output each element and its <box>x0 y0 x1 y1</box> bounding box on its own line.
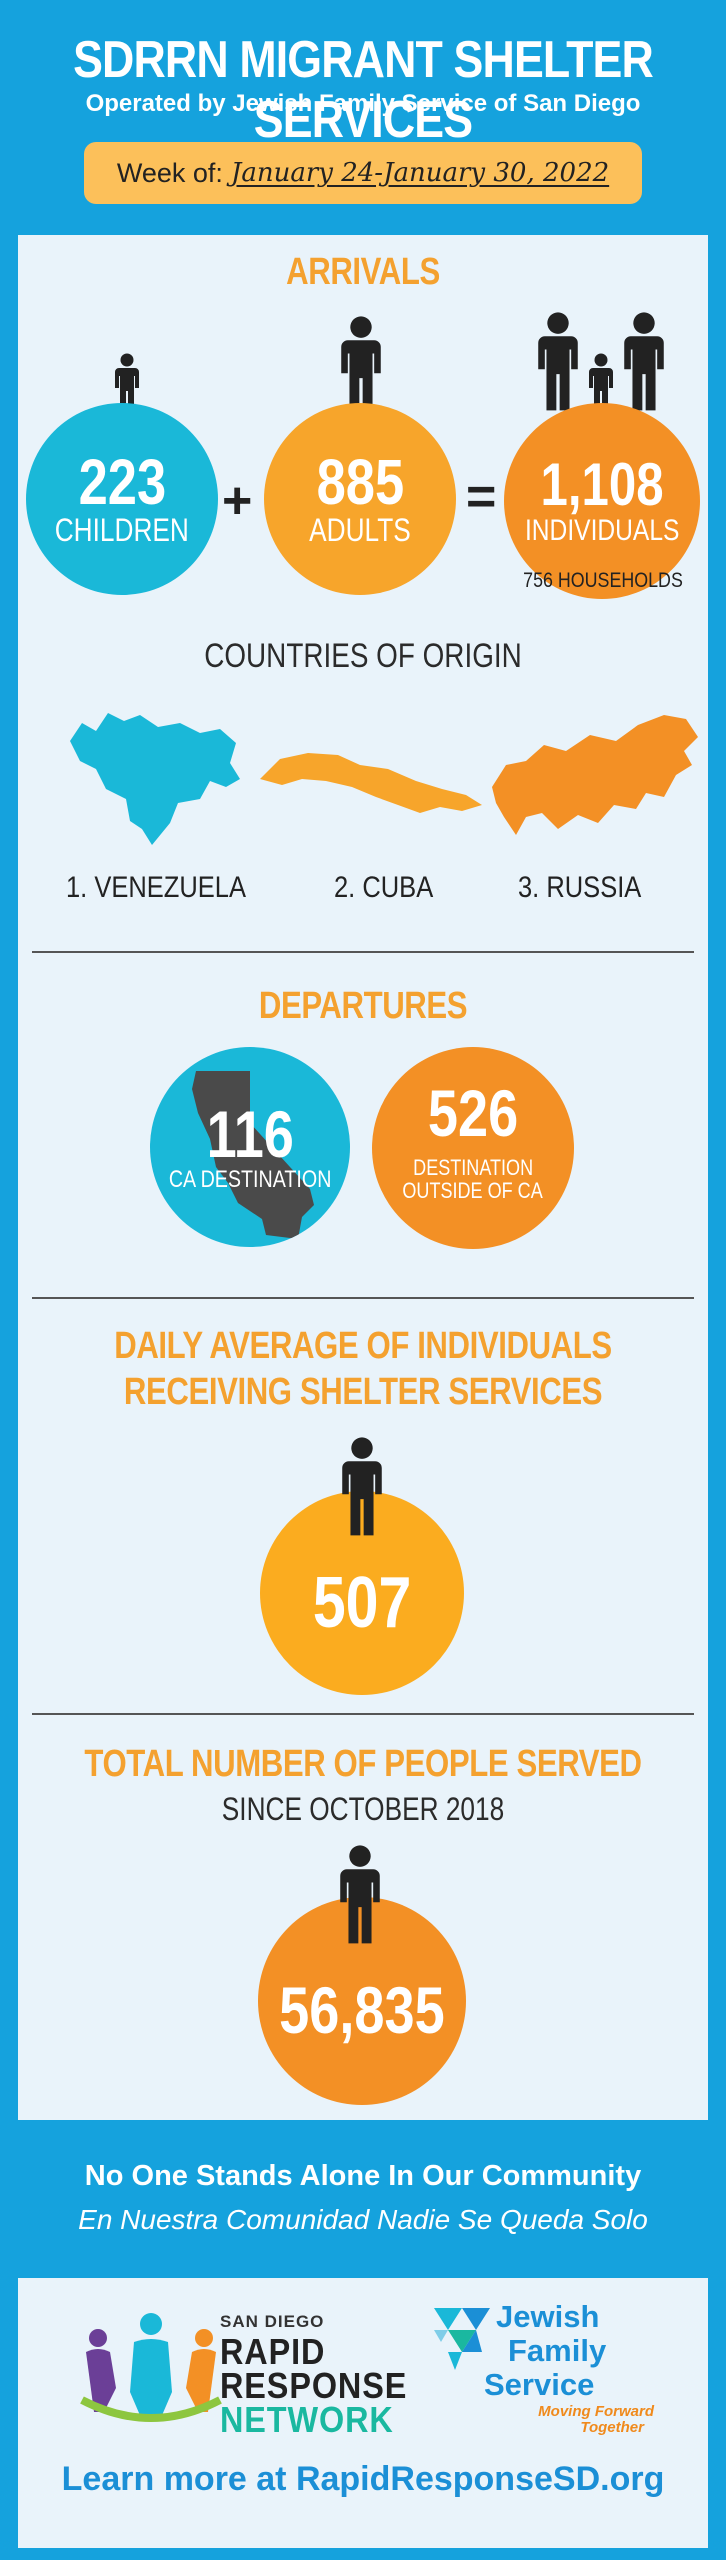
departures-title: DEPARTURES <box>258 985 468 1027</box>
ca-destination-circle: 116 CA DESTINATION <box>150 1047 350 1247</box>
individuals-count: 1,108 <box>540 451 664 519</box>
adult-person-icon <box>341 316 381 415</box>
week-banner: Week of: January 24-January 30, 2022 <box>84 142 642 204</box>
jfs-tagline-line1: Moving Forward <box>538 2403 654 2420</box>
page-title: SDRRN MIGRANT SHELTER SERVICES <box>73 31 654 149</box>
jfs-word-family: Family <box>508 2333 607 2368</box>
daily-average-value: 507 <box>312 1563 412 1643</box>
origin-title: COUNTRIES OF ORIGIN <box>204 637 522 675</box>
ca-count: 116 <box>206 1097 294 1172</box>
jewish-family-service-logo-icon <box>434 2308 490 2370</box>
adults-circle: 885 ADULTS <box>264 403 456 595</box>
households-count: 756 HOUSEHOLDS <box>523 569 683 592</box>
family-adult-left-icon <box>538 312 578 411</box>
plus-sign: + <box>222 472 253 530</box>
individuals-circle: 1,108 INDIVIDUALS <box>504 403 700 599</box>
children-count: 223 <box>78 446 166 519</box>
total-served-value: 56,835 <box>279 1973 445 2047</box>
child-person-icon <box>115 353 139 413</box>
children-circle: 223 CHILDREN <box>26 403 218 595</box>
country-3: 3. RUSSIA <box>518 871 642 904</box>
children-label: CHILDREN <box>54 512 190 549</box>
jfs-word-jewish: Jewish <box>496 2299 600 2334</box>
cuba-map-icon <box>260 753 482 813</box>
rapid-response-network-logo-icon <box>80 2313 222 2422</box>
country-2: 2. CUBA <box>334 871 434 904</box>
total-subtitle: SINCE OCTOBER 2018 <box>221 1791 505 1827</box>
family-adult-right-icon <box>624 312 664 411</box>
rrn-word-rapid: RAPID <box>220 2331 326 2372</box>
russia-map-icon <box>492 715 698 835</box>
outside-label-line1: DESTINATION <box>413 1154 533 1180</box>
daily-title-line2: RECEIVING SHELTER SERVICES <box>123 1371 603 1413</box>
california-map-icon <box>192 1071 314 1239</box>
individuals-label: INDIVIDUALS <box>524 514 680 548</box>
country-1: 1. VENEZUELA <box>66 871 246 904</box>
rrn-city: SAN DIEGO <box>220 2312 325 2331</box>
footer-motto-en: No One Stands Alone In Our Community <box>84 2160 642 2192</box>
equals-sign: = <box>466 468 497 526</box>
learn-more-link[interactable]: Learn more at RapidResponseSD.org <box>61 2460 665 2498</box>
total-title: TOTAL NUMBER OF PEOPLE SERVED <box>84 1743 642 1785</box>
daily-average-circle: 507 <box>260 1491 464 1695</box>
divider-3 <box>32 1713 694 1715</box>
week-label: Week of: <box>116 157 223 188</box>
logos-panel: SAN DIEGO RAPID RESPONSE NETWORK Jewish … <box>18 2278 708 2548</box>
jfs-word-service: Service <box>484 2367 595 2402</box>
outside-ca-circle: 526 DESTINATION OUTSIDE OF CA <box>372 1047 574 1249</box>
daily-title-line1: DAILY AVERAGE OF INDIVIDUALS <box>114 1325 612 1367</box>
arrivals-title: ARRIVALS <box>286 251 440 293</box>
main-panel: ARRIVALS 223 CHILDREN + 885 ADULTS = 1,1… <box>18 235 708 2120</box>
jfs-tagline-line2: Together <box>580 2419 644 2436</box>
divider-2 <box>32 1297 694 1299</box>
outside-count: 526 <box>427 1075 519 1150</box>
adults-label: ADULTS <box>309 512 411 549</box>
adults-count: 885 <box>316 446 404 519</box>
venezuela-map-icon <box>70 713 240 845</box>
daily-person-icon <box>342 1437 382 1536</box>
footer-motto-es: En Nuestra Comunidad Nadie Se Queda Solo <box>78 2204 648 2235</box>
divider-1 <box>32 951 694 953</box>
ca-label: CA DESTINATION <box>168 1166 332 1194</box>
outside-label-line2: OUTSIDE OF CA <box>402 1178 544 1203</box>
rrn-word-network: NETWORK <box>220 2399 394 2440</box>
week-dates: January 24-January 30, 2022 <box>230 158 610 188</box>
page-subtitle: Operated by Jewish Family Service of San… <box>85 90 641 117</box>
family-child-icon <box>589 353 613 413</box>
rrn-word-response: RESPONSE <box>220 2365 408 2406</box>
total-served-circle: 56,835 <box>258 1897 466 2105</box>
total-person-icon <box>340 1845 380 1944</box>
